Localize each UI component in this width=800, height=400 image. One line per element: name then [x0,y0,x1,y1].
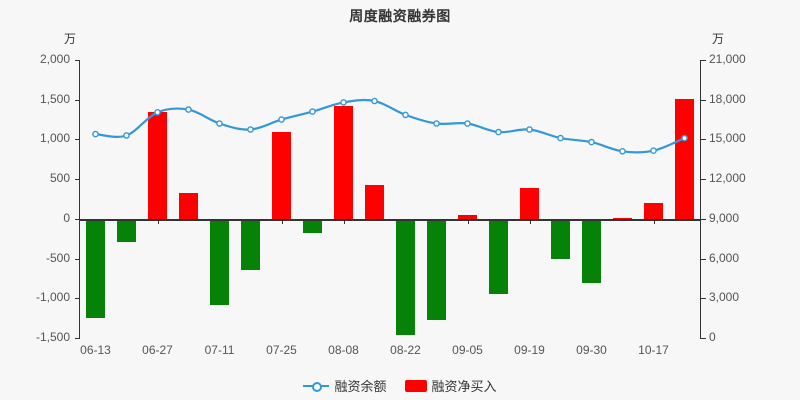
x-tick [530,219,531,224]
left-tick [75,338,80,339]
left-tick-label: -500 [45,250,70,265]
legend-item-net-buy[interactable]: 融资净买入 [404,376,497,395]
line-marker-icon [303,380,330,392]
bar-net-buy[interactable] [581,218,602,284]
x-tick-label: 08-08 [328,343,359,357]
left-axis-line [79,60,80,339]
x-tick-label: 08-22 [390,343,421,357]
right-tick-label: 3,000 [709,290,740,305]
zero-baseline [80,219,700,221]
right-axis-unit-label: 万 [712,32,725,46]
left-tick-label: 1,500 [39,91,70,106]
left-tick-label: -1,500 [35,330,70,344]
right-tick-label: 6,000 [709,250,740,265]
left-tick [75,139,80,140]
bar-net-buy[interactable] [674,98,695,219]
x-tick [282,219,283,224]
bar-net-buy[interactable] [271,131,292,219]
x-tick-label: 10-17 [638,343,669,357]
right-tick [701,338,706,339]
bar-net-buy[interactable] [364,185,385,219]
right-tick [701,179,706,180]
bar-net-buy[interactable] [178,192,199,219]
x-tick-label: 07-11 [204,343,235,357]
right-tick-label: 18,000 [709,91,746,106]
left-tick [75,100,80,101]
left-tick-label: 2,000 [39,52,70,66]
left-tick-label: 0 [63,210,70,225]
bar-net-buy[interactable] [643,202,664,219]
x-tick [654,219,655,224]
left-tick-label: -1,000 [35,290,70,305]
bar-net-buy[interactable] [426,218,447,321]
left-tick [75,179,80,180]
bar-net-buy[interactable] [85,218,106,319]
x-tick-label: 09-05 [452,343,483,357]
bar-net-buy[interactable] [519,187,540,219]
bar-net-buy[interactable] [333,106,354,219]
x-tick [468,219,469,224]
x-tick [344,219,345,224]
bar-net-buy[interactable] [395,218,416,335]
bar-net-buy[interactable] [612,218,633,220]
right-tick-label: 9,000 [709,210,740,225]
right-tick-label: 15,000 [709,131,746,146]
right-tick-label: 12,000 [709,171,746,186]
chart-legend: 融资余额 融资净买入 [0,376,800,395]
bar-net-buy[interactable] [488,218,509,294]
left-tick [75,219,80,220]
bar-net-buy[interactable] [116,218,137,242]
right-tick [701,298,706,299]
x-tick-label: 07-25 [266,343,297,357]
x-tick-label: 06-13 [80,343,111,357]
plot-area [80,60,700,338]
x-tick-label: 09-30 [576,343,607,357]
legend-item-balance[interactable]: 融资余额 [303,376,387,395]
right-tick [701,259,706,260]
right-axis-line [700,60,701,339]
left-tick-label: 500 [49,171,70,186]
bar-net-buy[interactable] [209,218,230,306]
bar-net-buy[interactable] [302,218,323,233]
legend-label-balance: 融资余额 [334,379,387,394]
right-tick [701,100,706,101]
x-tick-label: 06-27 [142,343,173,357]
left-axis-unit-label: 万 [64,32,77,46]
bar-net-buy[interactable] [550,218,571,260]
x-tick [158,219,159,224]
left-tick-label: 1,000 [39,131,70,146]
bar-swatch-icon [404,379,427,392]
bar-net-buy[interactable] [457,214,478,219]
right-tick-label: 21,000 [709,52,746,66]
chart-title: 周度融资融券图 [349,8,451,24]
bar-net-buy[interactable] [147,111,168,219]
bar-net-buy[interactable] [240,218,261,270]
left-tick [75,298,80,299]
right-tick [701,139,706,140]
left-tick [75,60,80,61]
right-tick [701,219,706,220]
legend-label-net-buy: 融资净买入 [431,379,497,394]
right-tick-label: 0 [709,330,716,344]
right-tick [701,60,706,61]
left-tick [75,259,80,260]
x-tick-label: 09-19 [514,343,545,357]
